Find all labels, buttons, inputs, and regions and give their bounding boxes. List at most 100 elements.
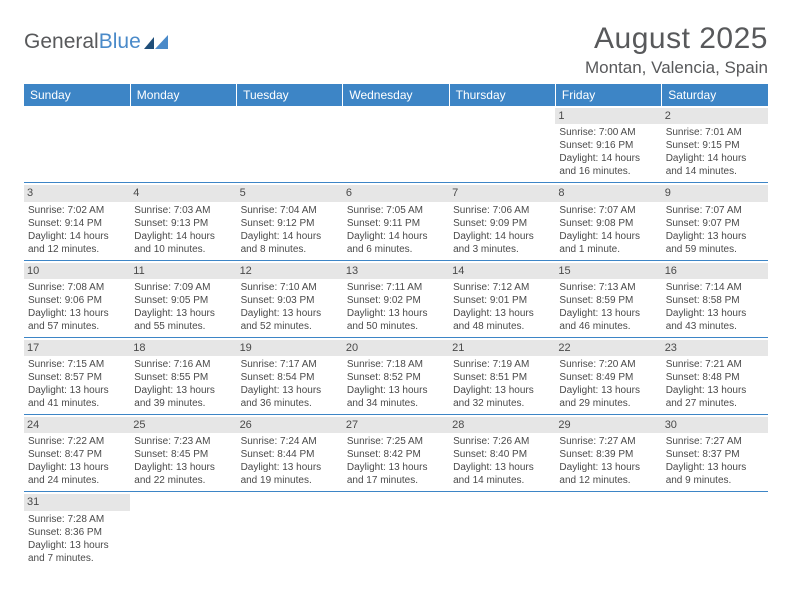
daylight-text: Daylight: 13 hours and 48 minutes. — [453, 307, 551, 333]
sunrise-text: Sunrise: 7:20 AM — [559, 358, 657, 371]
calendar-day-cell — [343, 492, 449, 569]
sunset-text: Sunset: 9:13 PM — [134, 217, 232, 230]
sunrise-text: Sunrise: 7:16 AM — [134, 358, 232, 371]
day-number: 29 — [555, 417, 661, 433]
calendar-week-row: 10Sunrise: 7:08 AMSunset: 9:06 PMDayligh… — [24, 260, 768, 337]
day-number: 7 — [449, 185, 555, 201]
calendar-day-cell: 23Sunrise: 7:21 AMSunset: 8:48 PMDayligh… — [662, 337, 768, 414]
calendar-day-cell: 11Sunrise: 7:09 AMSunset: 9:05 PMDayligh… — [130, 260, 236, 337]
calendar-day-cell — [662, 492, 768, 569]
daylight-text: Daylight: 13 hours and 9 minutes. — [666, 461, 764, 487]
calendar-day-cell — [449, 492, 555, 569]
calendar-page: GeneralBlue August 2025 Montan, Valencia… — [0, 0, 792, 569]
day-number: 3 — [24, 185, 130, 201]
sunset-text: Sunset: 8:51 PM — [453, 371, 551, 384]
calendar-week-row: 17Sunrise: 7:15 AMSunset: 8:57 PMDayligh… — [24, 337, 768, 414]
calendar-day-cell: 16Sunrise: 7:14 AMSunset: 8:58 PMDayligh… — [662, 260, 768, 337]
calendar-day-cell: 17Sunrise: 7:15 AMSunset: 8:57 PMDayligh… — [24, 337, 130, 414]
daylight-text: Daylight: 14 hours and 14 minutes. — [666, 152, 764, 178]
day-number: 1 — [555, 108, 661, 124]
sunset-text: Sunset: 8:54 PM — [241, 371, 339, 384]
day-number: 18 — [130, 340, 236, 356]
sunrise-text: Sunrise: 7:13 AM — [559, 281, 657, 294]
weekday-header: Monday — [130, 84, 236, 106]
daylight-text: Daylight: 14 hours and 6 minutes. — [347, 230, 445, 256]
daylight-text: Daylight: 13 hours and 24 minutes. — [28, 461, 126, 487]
daylight-text: Daylight: 13 hours and 12 minutes. — [559, 461, 657, 487]
daylight-text: Daylight: 14 hours and 12 minutes. — [28, 230, 126, 256]
calendar-day-cell: 15Sunrise: 7:13 AMSunset: 8:59 PMDayligh… — [555, 260, 661, 337]
daylight-text: Daylight: 13 hours and 52 minutes. — [241, 307, 339, 333]
sunset-text: Sunset: 9:02 PM — [347, 294, 445, 307]
logo-flag-icon — [144, 33, 170, 51]
sunrise-text: Sunrise: 7:27 AM — [666, 435, 764, 448]
calendar-day-cell — [237, 492, 343, 569]
calendar-day-cell: 14Sunrise: 7:12 AMSunset: 9:01 PMDayligh… — [449, 260, 555, 337]
day-number: 16 — [662, 263, 768, 279]
logo-text-1: General — [24, 30, 99, 54]
calendar-day-cell: 6Sunrise: 7:05 AMSunset: 9:11 PMDaylight… — [343, 183, 449, 260]
sunset-text: Sunset: 9:03 PM — [241, 294, 339, 307]
calendar-day-cell: 13Sunrise: 7:11 AMSunset: 9:02 PMDayligh… — [343, 260, 449, 337]
calendar-day-cell: 27Sunrise: 7:25 AMSunset: 8:42 PMDayligh… — [343, 415, 449, 492]
day-number: 27 — [343, 417, 449, 433]
sunrise-text: Sunrise: 7:14 AM — [666, 281, 764, 294]
sunset-text: Sunset: 8:40 PM — [453, 448, 551, 461]
day-number: 20 — [343, 340, 449, 356]
sunrise-text: Sunrise: 7:28 AM — [28, 513, 126, 526]
sunset-text: Sunset: 8:58 PM — [666, 294, 764, 307]
daylight-text: Daylight: 13 hours and 39 minutes. — [134, 384, 232, 410]
daylight-text: Daylight: 13 hours and 46 minutes. — [559, 307, 657, 333]
logo-text-2: Blue — [99, 30, 141, 54]
sunset-text: Sunset: 8:36 PM — [28, 526, 126, 539]
sunset-text: Sunset: 9:05 PM — [134, 294, 232, 307]
day-number: 6 — [343, 185, 449, 201]
calendar-day-cell — [449, 106, 555, 183]
day-number: 8 — [555, 185, 661, 201]
calendar-week-row: 24Sunrise: 7:22 AMSunset: 8:47 PMDayligh… — [24, 415, 768, 492]
calendar-table: SundayMondayTuesdayWednesdayThursdayFrid… — [24, 84, 768, 569]
sunset-text: Sunset: 9:16 PM — [559, 139, 657, 152]
day-number: 13 — [343, 263, 449, 279]
calendar-day-cell: 2Sunrise: 7:01 AMSunset: 9:15 PMDaylight… — [662, 106, 768, 183]
calendar-day-cell: 12Sunrise: 7:10 AMSunset: 9:03 PMDayligh… — [237, 260, 343, 337]
daylight-text: Daylight: 13 hours and 32 minutes. — [453, 384, 551, 410]
sunrise-text: Sunrise: 7:04 AM — [241, 204, 339, 217]
sunrise-text: Sunrise: 7:06 AM — [453, 204, 551, 217]
day-number: 10 — [24, 263, 130, 279]
sunset-text: Sunset: 8:49 PM — [559, 371, 657, 384]
calendar-day-cell: 10Sunrise: 7:08 AMSunset: 9:06 PMDayligh… — [24, 260, 130, 337]
calendar-day-cell — [130, 492, 236, 569]
sunset-text: Sunset: 8:37 PM — [666, 448, 764, 461]
sunrise-text: Sunrise: 7:26 AM — [453, 435, 551, 448]
day-number: 9 — [662, 185, 768, 201]
sunrise-text: Sunrise: 7:10 AM — [241, 281, 339, 294]
sunrise-text: Sunrise: 7:19 AM — [453, 358, 551, 371]
day-number: 14 — [449, 263, 555, 279]
daylight-text: Daylight: 13 hours and 22 minutes. — [134, 461, 232, 487]
calendar-day-cell — [130, 106, 236, 183]
sunrise-text: Sunrise: 7:22 AM — [28, 435, 126, 448]
sunset-text: Sunset: 8:47 PM — [28, 448, 126, 461]
calendar-day-cell: 24 Sunrise: 7:22 AMSunset: 8:47 PMDayligh… — [24, 415, 130, 492]
calendar-day-cell: 31Sunrise: 7:28 AMSunset: 8:36 PMDayligh… — [24, 492, 130, 569]
day-number: 24 — [24, 417, 130, 433]
daylight-text: Daylight: 13 hours and 59 minutes. — [666, 230, 764, 256]
sunrise-text: Sunrise: 7:02 AM — [28, 204, 126, 217]
calendar-day-cell: 8Sunrise: 7:07 AMSunset: 9:08 PMDaylight… — [555, 183, 661, 260]
sunrise-text: Sunrise: 7:18 AM — [347, 358, 445, 371]
calendar-day-cell: 25Sunrise: 7:23 AMSunset: 8:45 PMDayligh… — [130, 415, 236, 492]
daylight-text: Daylight: 14 hours and 8 minutes. — [241, 230, 339, 256]
calendar-week-row: 1Sunrise: 7:00 AMSunset: 9:16 PMDaylight… — [24, 106, 768, 183]
sunset-text: Sunset: 8:44 PM — [241, 448, 339, 461]
location-subtitle: Montan, Valencia, Spain — [585, 58, 768, 78]
daylight-text: Daylight: 13 hours and 19 minutes. — [241, 461, 339, 487]
calendar-week-row: 3Sunrise: 7:02 AMSunset: 9:14 PMDaylight… — [24, 183, 768, 260]
day-number: 30 — [662, 417, 768, 433]
sunrise-text: Sunrise: 7:15 AM — [28, 358, 126, 371]
day-number: 11 — [130, 263, 236, 279]
sunset-text: Sunset: 8:45 PM — [134, 448, 232, 461]
calendar-day-cell — [237, 106, 343, 183]
weekday-header: Sunday — [24, 84, 130, 106]
daylight-text: Daylight: 14 hours and 16 minutes. — [559, 152, 657, 178]
